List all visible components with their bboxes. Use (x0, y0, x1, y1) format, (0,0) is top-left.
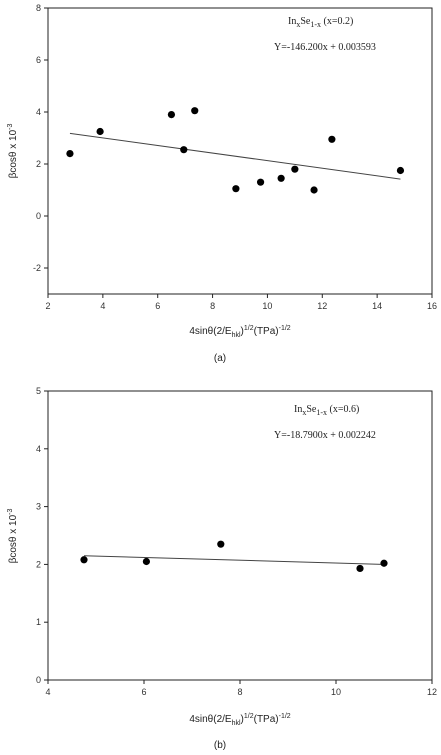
data-point (291, 165, 299, 173)
data-point (167, 111, 176, 119)
y-tick-label: 0 (36, 675, 41, 685)
y-tick-label: 2 (36, 559, 41, 569)
chart-a-caption: (a) (214, 353, 226, 364)
data-point (310, 186, 318, 194)
x-tick-label: 6 (141, 687, 146, 697)
y-tick-label: 3 (36, 502, 41, 512)
chart-a-annotation-equation: Y=-146.200x + 0.003593 (274, 42, 376, 53)
data-point (80, 556, 88, 564)
chart-a-annotation-title: InxSe1-x (x=0.2) (288, 16, 353, 29)
data-point (328, 135, 336, 143)
data-point (256, 178, 265, 186)
x-tick-label: 8 (237, 687, 242, 697)
y-tick-label: 5 (36, 386, 41, 396)
chart-b-x-ticks: 4 6 8 10 12 (45, 680, 437, 697)
chart-a-fit-line (69, 132, 401, 180)
chart-b-y-axis-label: βcosθ x 10-3 (7, 509, 19, 564)
x-tick-label: 4 (45, 687, 50, 697)
y-tick-label: 4 (36, 107, 41, 117)
x-tick-label: 12 (427, 687, 437, 697)
y-tick-label: 0 (36, 211, 41, 221)
y-tick-label: 6 (36, 55, 41, 65)
x-tick-label: 8 (210, 301, 215, 311)
chart-b-annotation-title: InxSe1-x (x=0.6) (294, 404, 359, 417)
chart-b-annotation-equation: Y=-18.7900x + 0.002242 (274, 430, 376, 441)
chart-a-x-ticks: 2 4 6 8 10 12 14 16 (45, 294, 437, 311)
chart-a-points (66, 107, 405, 194)
chart-a-y-ticks: 8 6 4 2 0 -2 (33, 3, 48, 273)
data-point (217, 540, 225, 548)
y-tick-label: 2 (36, 159, 41, 169)
x-tick-label: 16 (427, 301, 437, 311)
data-point (396, 166, 405, 175)
y-tick-label: 8 (36, 3, 41, 13)
data-point (191, 107, 199, 115)
x-tick-label: 12 (317, 301, 327, 311)
x-tick-label: 14 (372, 301, 382, 311)
x-tick-label: 10 (262, 301, 272, 311)
y-tick-label: 1 (36, 617, 41, 627)
data-point (66, 150, 74, 158)
chart-b-points (80, 540, 388, 573)
y-tick-label: -2 (33, 263, 41, 273)
x-tick-label: 2 (45, 301, 50, 311)
data-point (380, 559, 388, 567)
data-point (232, 185, 240, 193)
chart-a-x-axis-label: 4sinθ(2/Ehkl)1/2(TPa)-1/2 (189, 325, 290, 339)
data-point (96, 127, 104, 136)
chart-b-x-axis-label: 4sinθ(2/Ehkl)1/2(TPa)-1/2 (189, 713, 290, 727)
x-tick-label: 4 (100, 301, 105, 311)
data-point (356, 564, 364, 573)
chart-a-plot-frame (47, 7, 433, 295)
chart-b-fit-line (83, 555, 385, 565)
x-tick-label: 6 (155, 301, 160, 311)
data-point (142, 557, 150, 566)
y-tick-label: 4 (36, 444, 41, 454)
x-tick-label: 10 (331, 687, 341, 697)
data-point (277, 174, 285, 182)
chart-a-y-axis-label: βcosθ x 10-3 (7, 124, 19, 179)
chart-b-caption: (b) (214, 740, 226, 751)
chart-a: 2 4 6 8 10 12 14 16 8 6 4 2 0 -2 InxSe1-x (x=0.2) Y=… (7, 3, 437, 364)
chart-b-y-ticks: 5 4 3 2 1 0 (36, 386, 48, 685)
data-point (180, 146, 188, 154)
